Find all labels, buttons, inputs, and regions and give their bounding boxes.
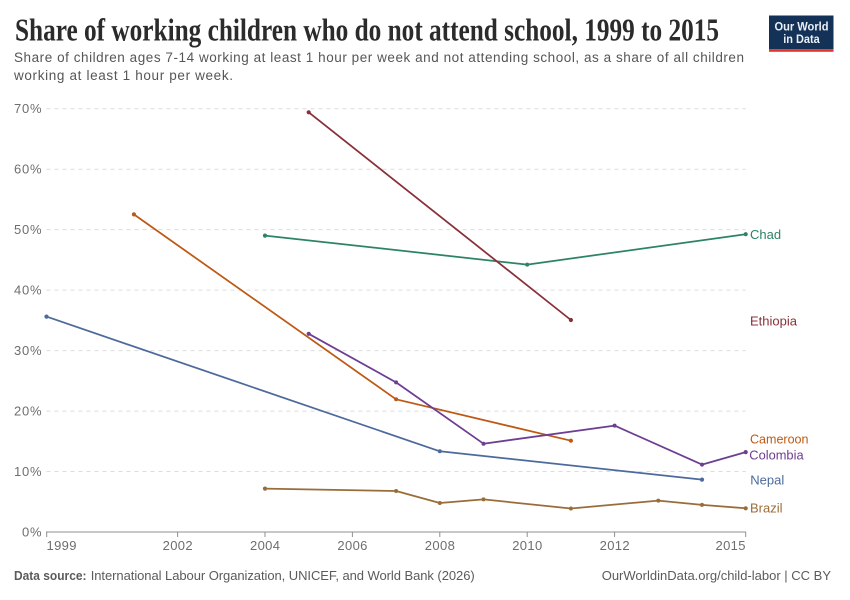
svg-text:Colombia: Colombia: [749, 448, 804, 463]
svg-text:30%: 30%: [14, 343, 42, 358]
svg-text:Chad: Chad: [750, 227, 781, 242]
svg-text:working at least 1 hour per we: working at least 1 hour per week.: [13, 68, 233, 83]
svg-text:1999: 1999: [47, 538, 77, 553]
svg-text:2006: 2006: [337, 538, 367, 553]
svg-text:50%: 50%: [14, 222, 42, 237]
svg-text:Share of working children who: Share of working children who do not att…: [15, 12, 719, 48]
svg-text:10%: 10%: [14, 464, 42, 479]
svg-text:OurWorldinData.org/child-labor: OurWorldinData.org/child-labor | CC BY: [602, 568, 832, 583]
svg-text:0%: 0%: [22, 524, 42, 539]
svg-text:Ethiopia: Ethiopia: [750, 313, 798, 328]
svg-text:2004: 2004: [250, 538, 280, 553]
svg-text:Our World: Our World: [775, 20, 829, 34]
svg-text:Share of children ages 7-14 wo: Share of children ages 7-14 working at l…: [14, 50, 744, 65]
svg-text:Brazil: Brazil: [750, 500, 783, 515]
svg-text:40%: 40%: [14, 283, 42, 298]
svg-text:Nepal: Nepal: [750, 473, 784, 488]
svg-text:2002: 2002: [163, 538, 193, 553]
svg-text:2012: 2012: [600, 538, 630, 553]
svg-text:Data source:: Data source:: [14, 568, 87, 583]
svg-text:in Data: in Data: [783, 32, 820, 46]
svg-text:2010: 2010: [512, 538, 542, 553]
svg-text:2008: 2008: [425, 538, 455, 553]
svg-text:60%: 60%: [14, 162, 42, 177]
svg-text:2015: 2015: [716, 538, 746, 553]
svg-text:International Labour Organizat: International Labour Organization, UNICE…: [91, 568, 475, 583]
svg-text:20%: 20%: [14, 404, 42, 419]
svg-text:Cameroon: Cameroon: [750, 431, 809, 446]
svg-text:70%: 70%: [14, 101, 42, 116]
